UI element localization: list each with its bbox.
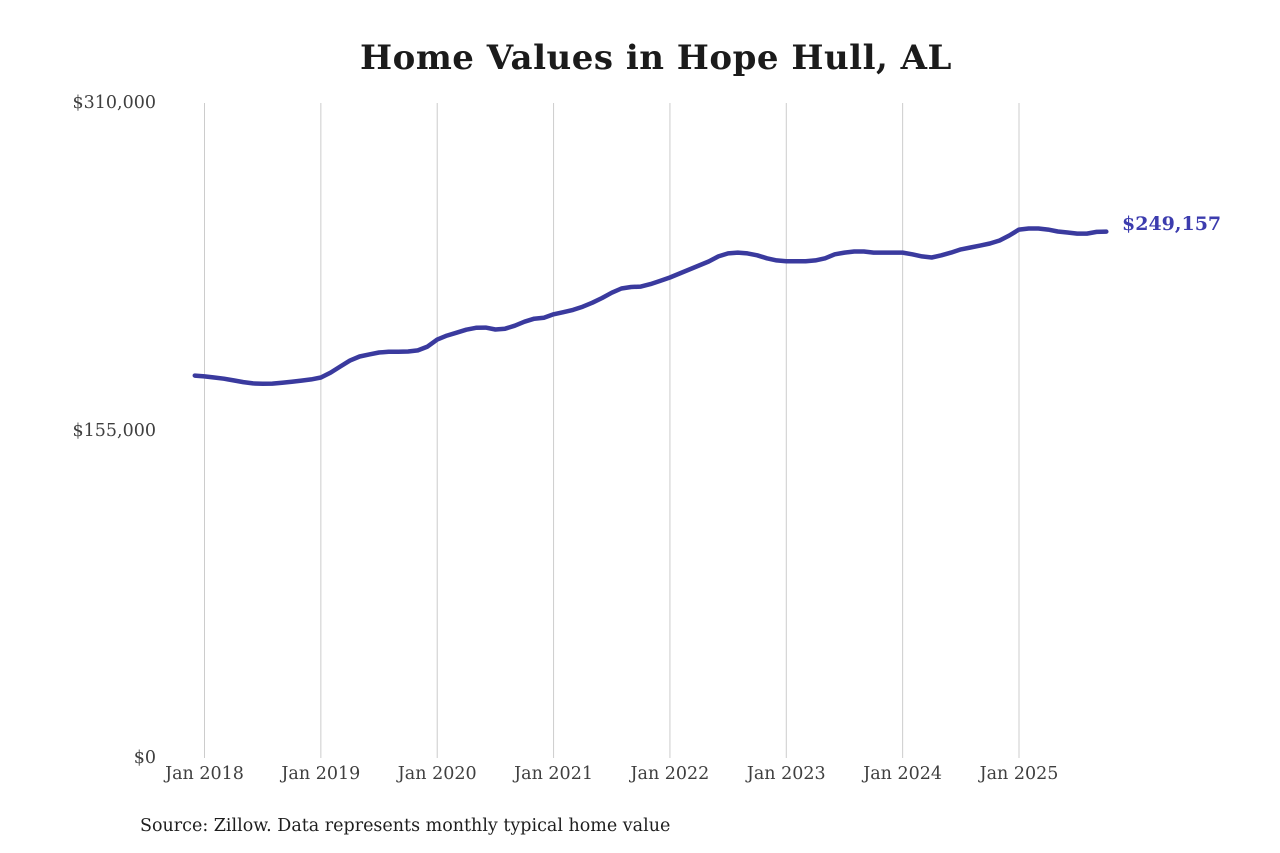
x-tick-label: Jan 2022 xyxy=(630,764,710,784)
x-tick-label: Jan 2018 xyxy=(165,764,244,784)
x-tick-label: Jan 2023 xyxy=(746,764,826,784)
x-tick-label: Jan 2025 xyxy=(979,764,1059,784)
x-tick-label: Jan 2024 xyxy=(863,764,943,784)
source-note: Source: Zillow. Data represents monthly … xyxy=(140,816,671,836)
y-tick-label: $155,000 xyxy=(72,420,156,441)
x-tick-label: Jan 2019 xyxy=(281,764,361,784)
home-value-line xyxy=(192,226,1109,387)
x-tick-label: Jan 2021 xyxy=(514,764,593,784)
y-tick-label: $0 xyxy=(133,748,156,768)
x-tick-label: Jan 2020 xyxy=(397,764,477,784)
y-tick-label: $310,000 xyxy=(72,93,156,113)
chart-title: Home Values in Hope Hull, AL xyxy=(360,38,952,78)
latest-value-label: $249,157 xyxy=(1122,212,1222,235)
